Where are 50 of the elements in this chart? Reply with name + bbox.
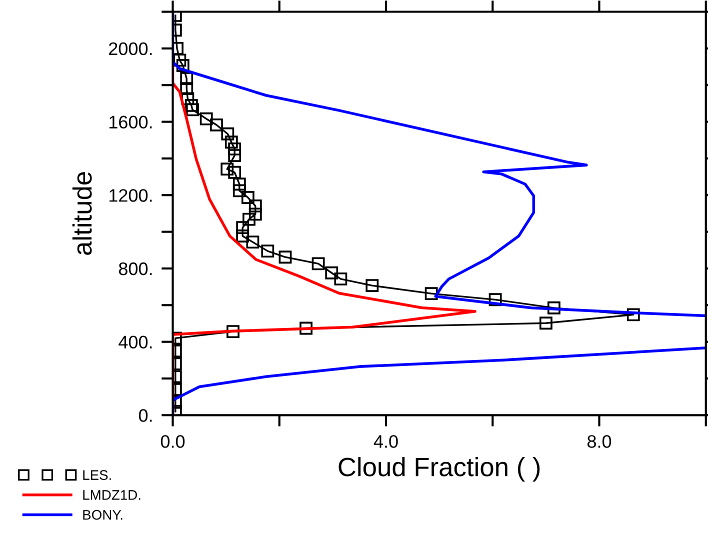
- point: [184, 99, 198, 112]
- point: [248, 208, 262, 221]
- point: [539, 316, 552, 330]
- y-tick-label: 1600.: [110, 116, 152, 129]
- point: [228, 149, 242, 162]
- point: [626, 308, 640, 322]
- point: [210, 118, 223, 132]
- point: [424, 287, 438, 300]
- point: [366, 279, 379, 292]
- y-tick-label: 400.: [118, 336, 152, 349]
- point: [248, 199, 262, 212]
- point: [488, 293, 502, 306]
- point: [278, 250, 292, 264]
- y-tick-label: 2000.: [109, 42, 152, 56]
- point: [221, 127, 234, 140]
- point: [232, 178, 246, 191]
- point: [547, 301, 560, 314]
- point: [232, 184, 246, 198]
- point: [312, 257, 325, 270]
- point: [226, 325, 240, 338]
- point: [325, 266, 338, 280]
- point: [180, 72, 194, 85]
- point: [176, 59, 190, 72]
- y-tick-label: 1200.: [110, 189, 152, 202]
- point: [236, 230, 250, 242]
- point: [242, 212, 256, 226]
- point: [180, 82, 194, 96]
- legend-label: BONY.: [83, 510, 122, 520]
- point: [186, 103, 199, 116]
- x-tick-label: 8.0: [587, 435, 612, 448]
- y-tick-label: 0.: [138, 409, 152, 422]
- point: [334, 272, 348, 286]
- point: [241, 191, 254, 204]
- point: [173, 54, 186, 67]
- x-axis-title: Cloud Fraction ( ): [338, 456, 540, 482]
- point: [228, 142, 242, 156]
- x-tick-label: 0.0: [160, 435, 185, 448]
- point: [261, 244, 274, 258]
- y-axis-title: altitude: [72, 172, 92, 255]
- legend-label: LMDZ1D.: [83, 490, 140, 500]
- point: [300, 322, 312, 335]
- y-tick-label: 800.: [118, 262, 152, 276]
- point: [236, 221, 250, 234]
- x-tick-label: 4.0: [374, 435, 398, 448]
- point: [220, 162, 234, 176]
- point: [200, 112, 213, 126]
- point: [246, 236, 260, 249]
- legend-label: LES.: [83, 470, 111, 480]
- point: [228, 166, 242, 179]
- point: [224, 136, 238, 149]
